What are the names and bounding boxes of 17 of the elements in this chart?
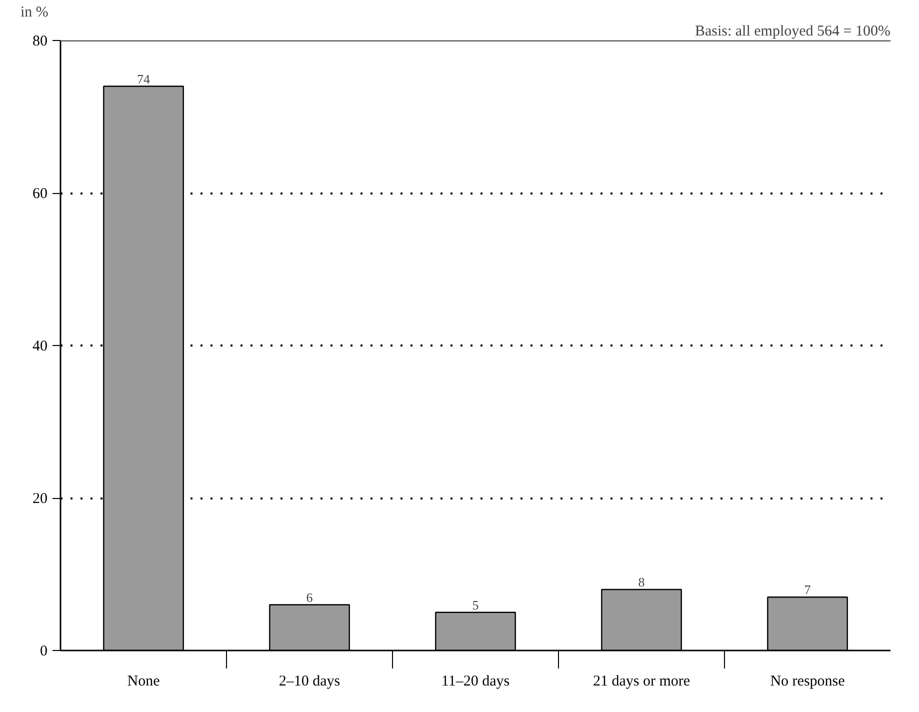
data-label: 6 [306, 590, 314, 605]
data-label: 5 [472, 597, 479, 612]
y-tick-label: 40 [32, 338, 48, 354]
x-tick-label: No response [770, 674, 846, 690]
y-tick-label: 20 [32, 491, 48, 507]
y-tick-label: 0 [40, 644, 48, 660]
x-tick-label: 2–10 days [278, 674, 340, 690]
x-tick-label: None [127, 674, 160, 690]
data-label: 74 [137, 71, 150, 86]
y-axis-title: in % [20, 4, 48, 20]
x-tick-label: 11–20 days [441, 674, 510, 690]
text: Basis: all employed 564 = 100% [694, 24, 891, 40]
data-label: 7 [804, 582, 812, 598]
data-label: 8 [638, 574, 645, 590]
y-tick-label: 60 [32, 186, 48, 202]
x-tick-label: 21 days or more [592, 674, 690, 690]
y-tick-label: 80 [32, 34, 48, 50]
